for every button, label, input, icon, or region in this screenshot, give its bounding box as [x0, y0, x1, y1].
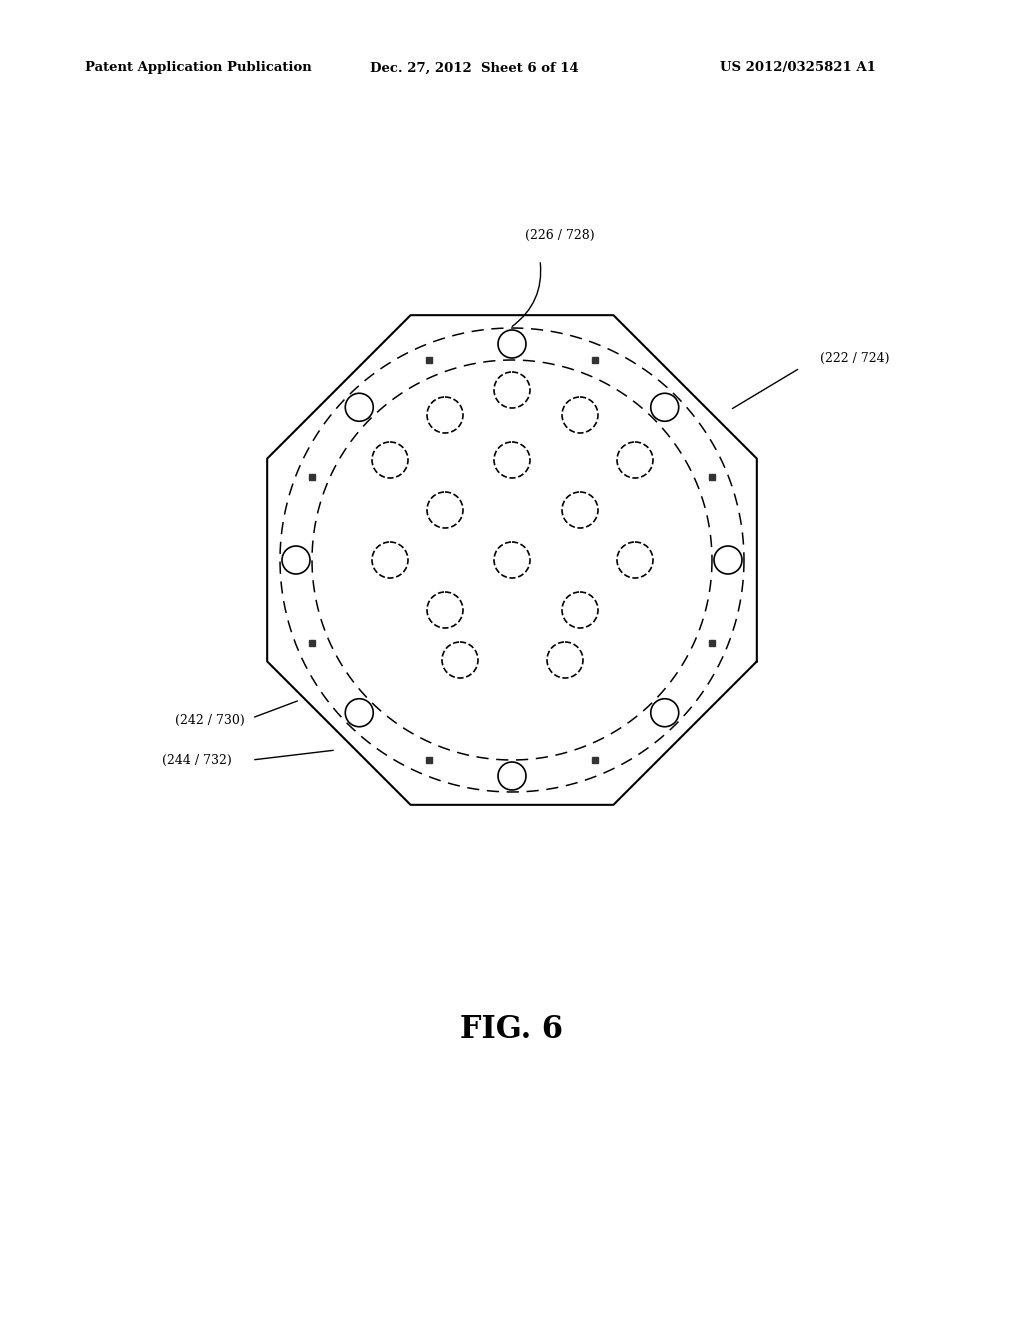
Bar [709, 640, 715, 645]
Bar [309, 474, 315, 480]
Bar [592, 756, 598, 763]
Bar [709, 474, 715, 480]
Text: US 2012/0325821 A1: US 2012/0325821 A1 [720, 62, 876, 74]
Text: Dec. 27, 2012  Sheet 6 of 14: Dec. 27, 2012 Sheet 6 of 14 [370, 62, 579, 74]
Bar [592, 358, 598, 363]
Text: (226 / 728): (226 / 728) [525, 228, 595, 242]
Bar [426, 358, 432, 363]
Bar [426, 756, 432, 763]
Bar [309, 640, 315, 645]
Text: (244 / 732): (244 / 732) [162, 754, 231, 767]
Text: (222 / 724): (222 / 724) [820, 351, 890, 364]
Text: FIG. 6: FIG. 6 [461, 1015, 563, 1045]
Text: Patent Application Publication: Patent Application Publication [85, 62, 311, 74]
Text: (242 / 730): (242 / 730) [175, 714, 245, 726]
